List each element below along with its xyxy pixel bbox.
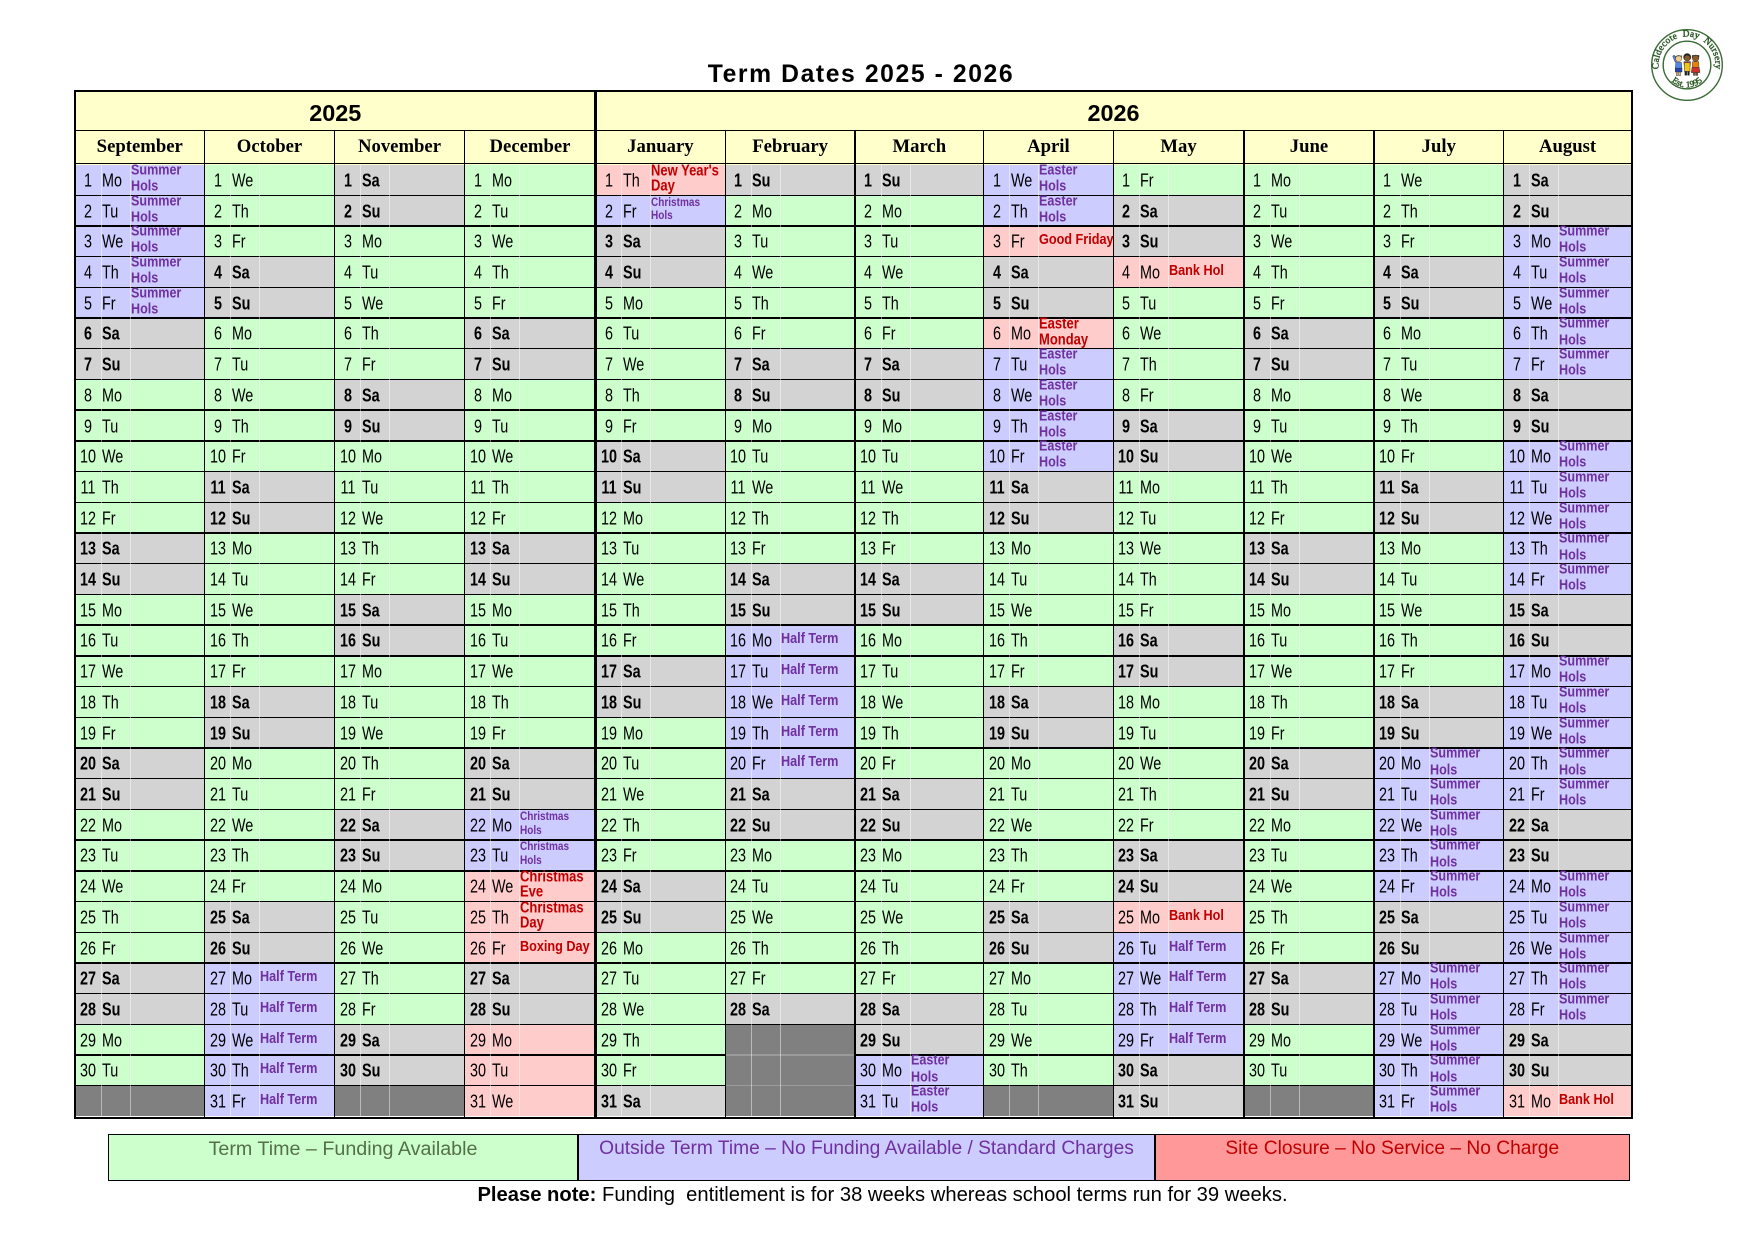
svg-text:Est. 1995: Est. 1995 (1670, 75, 1704, 90)
